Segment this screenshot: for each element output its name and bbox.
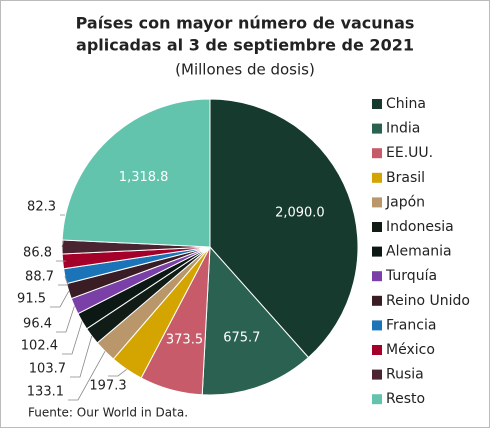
data-label: 1,318.8 <box>119 170 169 185</box>
legend-swatch <box>372 320 382 331</box>
legend-label: India <box>386 121 420 137</box>
legend-label: Francia <box>386 317 436 333</box>
data-label: 2,090.0 <box>275 205 325 220</box>
leader-line <box>56 306 75 333</box>
leader-line <box>50 290 70 308</box>
legend-swatch <box>372 123 382 134</box>
data-label: 102.4 <box>21 339 58 354</box>
legend-swatch <box>372 394 382 405</box>
data-label: 103.7 <box>29 362 66 377</box>
chart-title: aplicadas al 3 de septiembre de 2021 <box>76 36 414 55</box>
legend-swatch <box>372 369 382 380</box>
data-label: 373.5 <box>166 332 203 347</box>
legend-label: Japón <box>385 194 425 210</box>
legend-swatch <box>372 148 382 159</box>
legend-swatch <box>372 222 382 232</box>
data-label: 197.3 <box>89 379 126 394</box>
leader-line <box>68 351 106 401</box>
data-label: 91.5 <box>17 292 46 307</box>
legend-label: México <box>386 342 435 358</box>
legend-label: Resto <box>386 391 425 407</box>
legend-label: EE.UU. <box>386 145 433 161</box>
legend-label: Indonesia <box>386 219 454 235</box>
legend-label: Reino Unido <box>386 293 470 309</box>
legend-swatch <box>372 271 382 282</box>
data-label: 86.8 <box>23 246 52 261</box>
leader-line <box>108 369 127 377</box>
pie-slice <box>201 245 310 396</box>
source: Fuente: Our World in Data. <box>28 406 188 420</box>
data-label: 88.7 <box>25 270 54 285</box>
legend-swatch <box>372 246 382 257</box>
legend-label: Rusia <box>386 367 424 383</box>
leader-line <box>58 276 69 286</box>
legend-swatch <box>372 99 382 109</box>
data-label: 82.3 <box>27 200 56 215</box>
data-label: 133.1 <box>27 385 64 400</box>
pie-slice <box>209 98 359 359</box>
chart-title: Países con mayor número de vacunas <box>76 14 415 33</box>
legend-swatch <box>372 172 382 183</box>
data-label: 96.4 <box>23 317 52 332</box>
legend-swatch <box>372 295 382 306</box>
leader-line <box>70 335 93 378</box>
data-label: 675.7 <box>223 330 260 345</box>
chart-subtitle: (Millones de dosis) <box>175 61 315 79</box>
legend-swatch <box>372 345 382 355</box>
leader-line <box>62 321 83 355</box>
legend-label: Alemania <box>386 244 452 260</box>
legend-label: Turquía <box>385 268 437 284</box>
legend-label: Brasil <box>386 170 425 186</box>
legend-swatch <box>372 197 382 208</box>
legend-label: China <box>386 96 426 112</box>
pie-slice <box>61 98 211 248</box>
